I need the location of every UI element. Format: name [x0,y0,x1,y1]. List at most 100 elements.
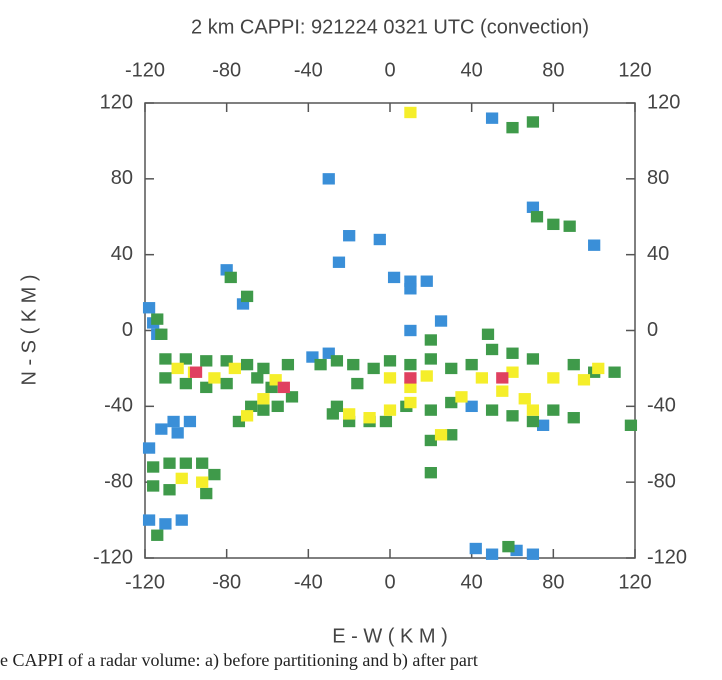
echo-cell [404,283,416,294]
y-tick-label-right: -40 [647,395,676,417]
echo-cell [159,353,171,364]
echo-cell [180,378,192,389]
echo-cell [151,313,163,324]
echo-cell [196,476,208,487]
echo-cell [347,359,359,370]
echo-cell [147,480,159,491]
echo-cell [466,359,478,370]
echo-cell [172,363,184,374]
echo-cell [482,329,494,340]
y-tick-label: -40 [104,395,133,417]
echo-cell [496,372,508,383]
echo-cell [208,372,220,383]
echo-cell [241,410,253,421]
echo-cell [608,367,620,378]
x-tick-label-top: -80 [212,59,241,81]
echo-cell [343,230,355,241]
echo-cell [435,315,447,326]
chart-title: 2 km CAPPI: 921224 0321 UTC (convection) [191,16,589,38]
echo-cell [527,116,539,127]
echo-cell [531,211,543,222]
echo-cell [176,473,188,484]
echo-cell [486,549,498,560]
echo-cell [564,221,576,232]
y-tick-label: -80 [104,470,133,492]
echo-cell [496,385,508,396]
echo-cell [200,355,212,366]
echo-cell [519,393,531,404]
y-tick-label-right: -80 [647,470,676,492]
echo-cell [425,404,437,415]
y-tick-label-right: -120 [647,546,687,568]
x-tick-label-top: 40 [461,59,483,81]
echo-cell [470,543,482,554]
echo-cell [384,404,396,415]
x-tick-label: 80 [542,571,564,593]
echo-cell [425,334,437,345]
echo-cell [163,458,175,469]
echo-cell [527,549,539,560]
echo-cell [421,370,433,381]
echo-cell [351,378,363,389]
echo-cell [486,112,498,123]
echo-cell [384,355,396,366]
echo-cell [380,416,392,427]
y-tick-label-right: 0 [647,319,658,341]
echo-cell [155,329,167,340]
echo-cell [159,518,171,529]
echo-cell [578,374,590,385]
echo-cell [143,442,155,453]
x-tick-label: -120 [125,571,165,593]
echo-cell [225,272,237,283]
echo-cell [208,469,220,480]
y-tick-label-right: 120 [647,91,680,113]
echo-cell [257,393,269,404]
echo-cell [506,122,518,133]
echo-cell [314,359,326,370]
x-tick-label: 120 [618,571,651,593]
echo-cell [547,372,559,383]
echo-cell [486,344,498,355]
echo-cell [588,240,600,251]
y-tick-label-right: 40 [647,243,669,265]
echo-cell [196,458,208,469]
echo-cell [506,348,518,359]
echo-cell [435,429,447,440]
echo-cell [486,404,498,415]
echo-cell [384,372,396,383]
echo-cell [167,416,179,427]
echo-cell [368,363,380,374]
echo-cell [151,530,163,541]
x-tick-label-top: -120 [125,59,165,81]
echo-cell [221,378,233,389]
echo-cell [374,234,386,245]
echo-cell [278,382,290,393]
chart: 2 km CAPPI: 921224 0321 UTC (convection)… [0,0,722,675]
echo-cell [363,412,375,423]
echo-cell [404,325,416,336]
echo-cell [343,408,355,419]
x-tick-label-top: 0 [384,59,395,81]
x-tick-label: -80 [212,571,241,593]
y-axis-label: N - S ( K M ) [18,274,40,385]
echo-cell [592,363,604,374]
echo-cell [257,404,269,415]
echo-cell [147,461,159,472]
echo-cell [229,363,241,374]
echo-cell [155,423,167,434]
echo-cell [333,257,345,268]
echo-cell [625,420,637,431]
echo-cell [272,401,284,412]
x-axis-label: E - W ( K M ) [332,625,448,647]
echo-cell [425,353,437,364]
echo-cell [331,401,343,412]
y-tick-label: 40 [111,243,133,265]
echo-cell [404,397,416,408]
echo-cell [251,372,263,383]
echo-cell [388,272,400,283]
x-tick-label-top: -40 [294,59,323,81]
x-tick-label-top: 80 [542,59,564,81]
echo-cell [163,484,175,495]
echo-cell [547,404,559,415]
echo-cell [547,219,559,230]
